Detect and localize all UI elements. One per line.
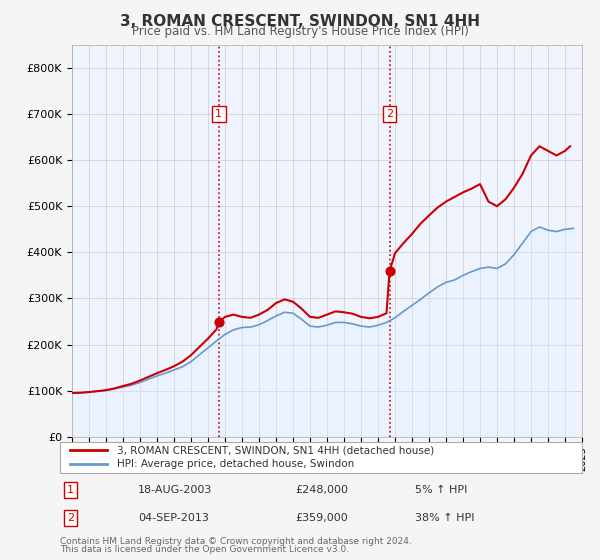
Text: 3, ROMAN CRESCENT, SWINDON, SN1 4HH (detached house): 3, ROMAN CRESCENT, SWINDON, SN1 4HH (det… (118, 445, 434, 455)
Text: £359,000: £359,000 (295, 513, 347, 523)
Text: 1: 1 (67, 485, 74, 495)
Text: 38% ↑ HPI: 38% ↑ HPI (415, 513, 475, 523)
Text: 1: 1 (215, 109, 222, 119)
Text: £248,000: £248,000 (295, 485, 348, 495)
Point (385, 267, 394, 276)
Text: 5% ↑ HPI: 5% ↑ HPI (415, 485, 467, 495)
Text: 04-SEP-2013: 04-SEP-2013 (139, 513, 209, 523)
Text: 3, ROMAN CRESCENT, SWINDON, SN1 4HH: 3, ROMAN CRESCENT, SWINDON, SN1 4HH (120, 14, 480, 29)
FancyBboxPatch shape (60, 442, 582, 473)
Point (214, 318, 224, 327)
Text: 2: 2 (386, 109, 393, 119)
Text: 18-AUG-2003: 18-AUG-2003 (139, 485, 212, 495)
Text: Price paid vs. HM Land Registry's House Price Index (HPI): Price paid vs. HM Land Registry's House … (131, 25, 469, 38)
Text: 2: 2 (67, 513, 74, 523)
Text: This data is licensed under the Open Government Licence v3.0.: This data is licensed under the Open Gov… (60, 545, 349, 554)
Text: HPI: Average price, detached house, Swindon: HPI: Average price, detached house, Swin… (118, 459, 355, 469)
Text: Contains HM Land Registry data © Crown copyright and database right 2024.: Contains HM Land Registry data © Crown c… (60, 537, 412, 546)
